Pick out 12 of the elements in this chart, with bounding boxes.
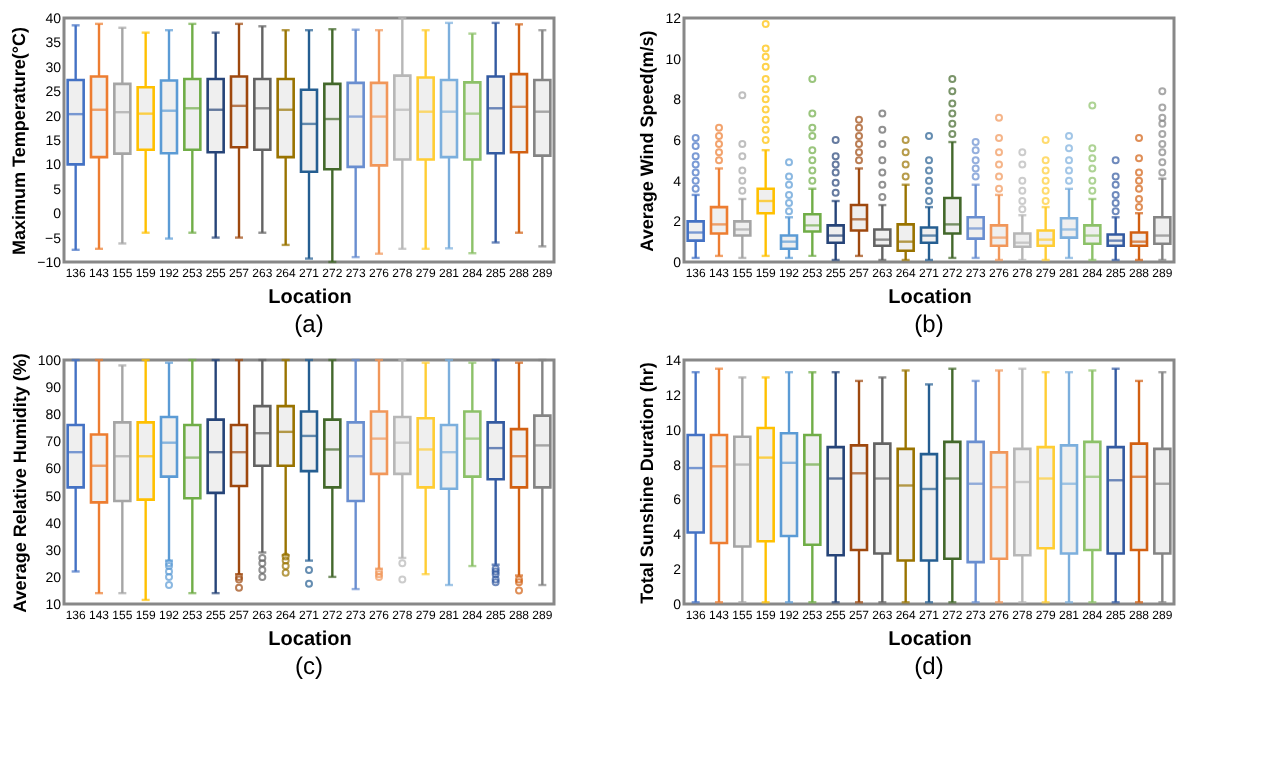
x-axis-title: Location	[888, 287, 972, 309]
y-axis-title: Total Sunshine Duration (hr)	[637, 362, 658, 604]
text: (d)	[914, 652, 944, 680]
y-axis-title: Average Wind Speed(m/s)	[637, 30, 658, 252]
x-axis-title: Location	[268, 287, 352, 309]
x-axis-title: Location	[268, 629, 352, 651]
text: (a)	[294, 310, 324, 338]
x-axis-title: Location	[888, 629, 972, 651]
text: (b)	[914, 310, 944, 338]
y-axis-title: Average Relative Humidity (%)	[9, 353, 30, 613]
text: (c)	[295, 652, 323, 680]
y-axis-title: Maximum Temperature(°C)	[9, 27, 30, 255]
